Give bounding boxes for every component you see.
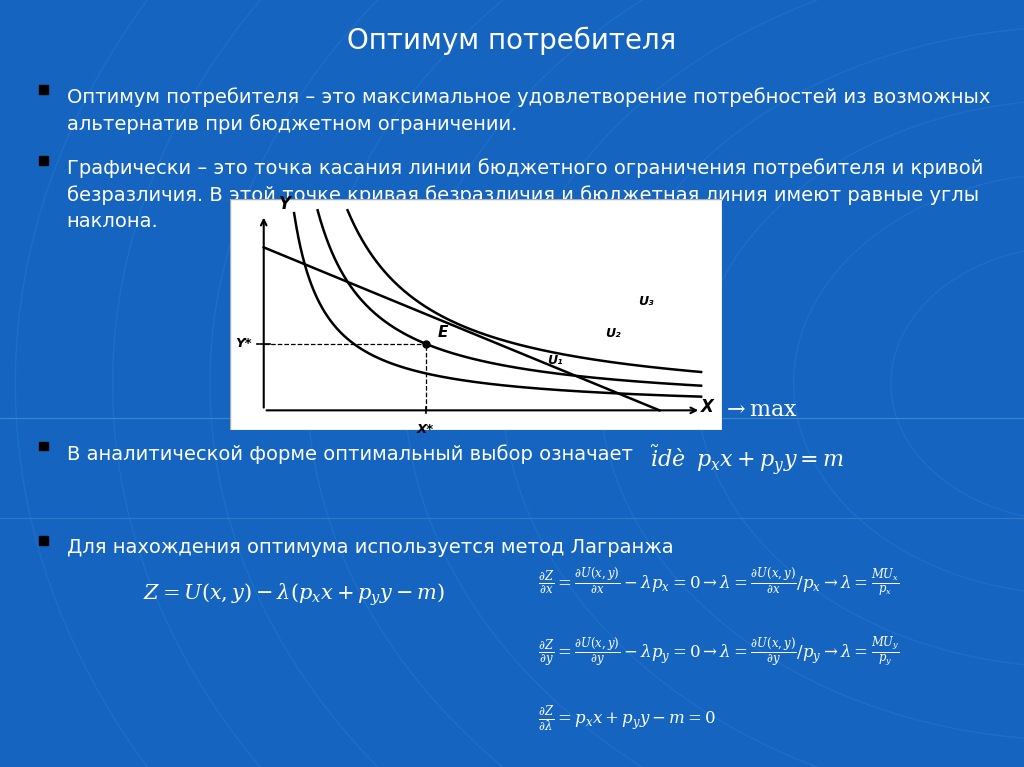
Bar [39, 442, 47, 450]
Text: Оптимум потребителя: Оптимум потребителя [347, 27, 677, 55]
Text: $\mathit{\tilde{i}d\grave{e}}\;\; p_x x + p_y y = m$: $\mathit{\tilde{i}d\grave{e}}\;\; p_x x … [650, 443, 845, 477]
Text: Оптимум потребителя – это максимальное удовлетворение потребностей из возможных
: Оптимум потребителя – это максимальное у… [67, 87, 990, 134]
Text: $U(x, y) \rightarrow \mathrm{max}$: $U(x, y) \rightarrow \mathrm{max}$ [650, 396, 799, 423]
Text: E: E [438, 325, 449, 340]
Text: $\frac{\partial Z}{\partial y}=\frac{\partial U(x,y)}{\partial y}-\lambda p_y=0\: $\frac{\partial Z}{\partial y}=\frac{\pa… [538, 634, 899, 670]
Text: Графически – это точка касания линии бюджетного ограничения потребителя и кривой: Графически – это точка касания линии бюд… [67, 159, 983, 231]
Text: $Z = U(x,y) - \lambda(p_x x + p_y y - m)$: $Z = U(x,y) - \lambda(p_x x + p_y y - m)… [143, 581, 445, 607]
Text: Y*: Y* [234, 337, 251, 351]
Text: X: X [701, 397, 714, 416]
Bar [39, 536, 47, 545]
Text: U₁: U₁ [547, 354, 562, 367]
Text: $\frac{\partial Z}{\partial x}=\frac{\partial U(x,y)}{\partial x}-\lambda p_x=0\: $\frac{\partial Z}{\partial x}=\frac{\pa… [538, 567, 899, 599]
Bar [39, 156, 47, 165]
Text: U₃: U₃ [639, 295, 654, 308]
Bar [39, 85, 47, 94]
Text: X*: X* [417, 423, 434, 436]
Text: Для нахождения оптимума используется метод Лагранжа: Для нахождения оптимума используется мет… [67, 538, 673, 558]
Text: U₂: U₂ [605, 328, 621, 341]
Bar [230, 199, 722, 430]
Text: В аналитической форме оптимальный выбор означает: В аналитической форме оптимальный выбор … [67, 444, 633, 464]
Text: $\frac{\partial Z}{\partial \lambda}=p_x x+p_y y-m=0$: $\frac{\partial Z}{\partial \lambda}=p_x… [538, 704, 716, 733]
Text: Y: Y [279, 195, 291, 212]
